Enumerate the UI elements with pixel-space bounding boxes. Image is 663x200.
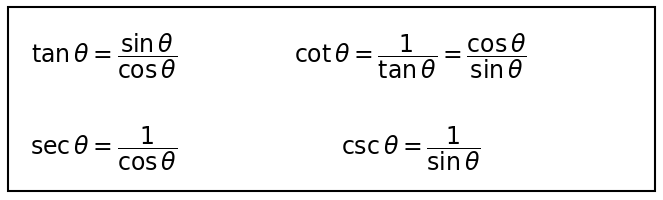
FancyBboxPatch shape (8, 7, 655, 191)
Text: $\sec\theta = \dfrac{1}{\cos\theta}$: $\sec\theta = \dfrac{1}{\cos\theta}$ (30, 125, 177, 173)
Text: $\tan\theta = \dfrac{\sin\theta}{\cos\theta}$: $\tan\theta = \dfrac{\sin\theta}{\cos\th… (30, 32, 177, 81)
Text: $\cot\theta = \dfrac{1}{\tan\theta} = \dfrac{\cos\theta}{\sin\theta}$: $\cot\theta = \dfrac{1}{\tan\theta} = \d… (294, 32, 527, 81)
Text: $\csc\theta = \dfrac{1}{\sin\theta}$: $\csc\theta = \dfrac{1}{\sin\theta}$ (341, 125, 481, 173)
